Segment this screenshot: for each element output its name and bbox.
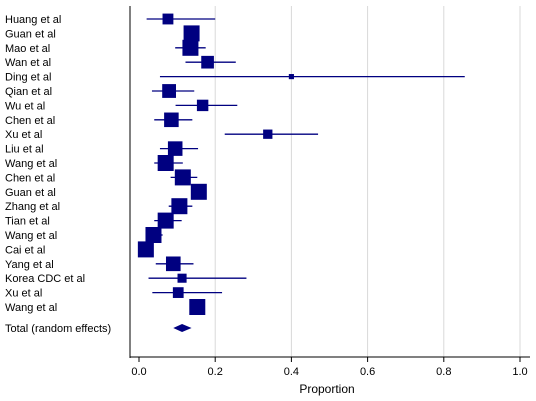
study-label: Tian et al xyxy=(5,216,50,228)
point-estimate xyxy=(157,155,174,171)
study-label: Guan et al xyxy=(5,187,56,199)
x-tick-label: 0.8 xyxy=(436,366,451,378)
study-label: Mao et al xyxy=(5,43,50,55)
point-estimate xyxy=(145,227,162,243)
point-estimate xyxy=(172,287,184,298)
x-axis-label: Proportion xyxy=(299,382,354,396)
study-label: Wang et al xyxy=(5,230,57,242)
x-tick-label: 0.2 xyxy=(208,366,223,378)
pooled-label: Total (random effects) xyxy=(5,323,111,335)
point-estimate xyxy=(196,99,209,112)
point-estimate xyxy=(190,183,207,200)
point-estimate xyxy=(183,25,200,42)
point-estimate xyxy=(288,74,294,80)
study-label: Liu et al xyxy=(5,144,44,156)
x-tick-label: 0.0 xyxy=(131,366,146,378)
point-estimate xyxy=(165,256,181,272)
study-label: Qian et al xyxy=(5,86,52,98)
study-label: Zhang et al xyxy=(5,201,60,213)
study-label: Korea CDC et al xyxy=(5,273,85,285)
study-label: Ding et al xyxy=(5,72,51,84)
study-label: Wan et al xyxy=(5,57,51,69)
study-label: Wu et al xyxy=(5,100,45,112)
point-estimate xyxy=(164,112,179,128)
study-label: Xu et al xyxy=(5,288,42,300)
study-label: Chen et al xyxy=(5,115,55,127)
study-label: Huang et al xyxy=(5,14,61,26)
study-label: Wang et al xyxy=(5,158,57,170)
point-estimate xyxy=(137,241,154,258)
study-label: Chen et al xyxy=(5,172,55,184)
study-label: Guan et al xyxy=(5,28,56,40)
study-label: Yang et al xyxy=(5,259,54,271)
study-label: Cai et al xyxy=(5,244,45,256)
point-estimate xyxy=(182,39,199,56)
point-estimate xyxy=(162,84,177,98)
point-estimate xyxy=(201,55,214,69)
point-estimate xyxy=(171,198,188,215)
point-estimate xyxy=(177,273,187,283)
pooled-diamond xyxy=(173,324,192,332)
study-label: Wang et al xyxy=(5,302,57,314)
point-estimate xyxy=(174,169,191,186)
point-estimate xyxy=(189,299,206,315)
point-estimate xyxy=(167,141,183,156)
point-estimate xyxy=(162,13,174,25)
x-tick-label: 1.0 xyxy=(512,366,527,378)
x-tick-label: 0.6 xyxy=(360,366,375,378)
point-estimate xyxy=(157,212,174,229)
x-tick-label: 0.4 xyxy=(284,366,299,378)
point-estimate xyxy=(263,129,273,139)
study-label: Xu et al xyxy=(5,129,42,141)
